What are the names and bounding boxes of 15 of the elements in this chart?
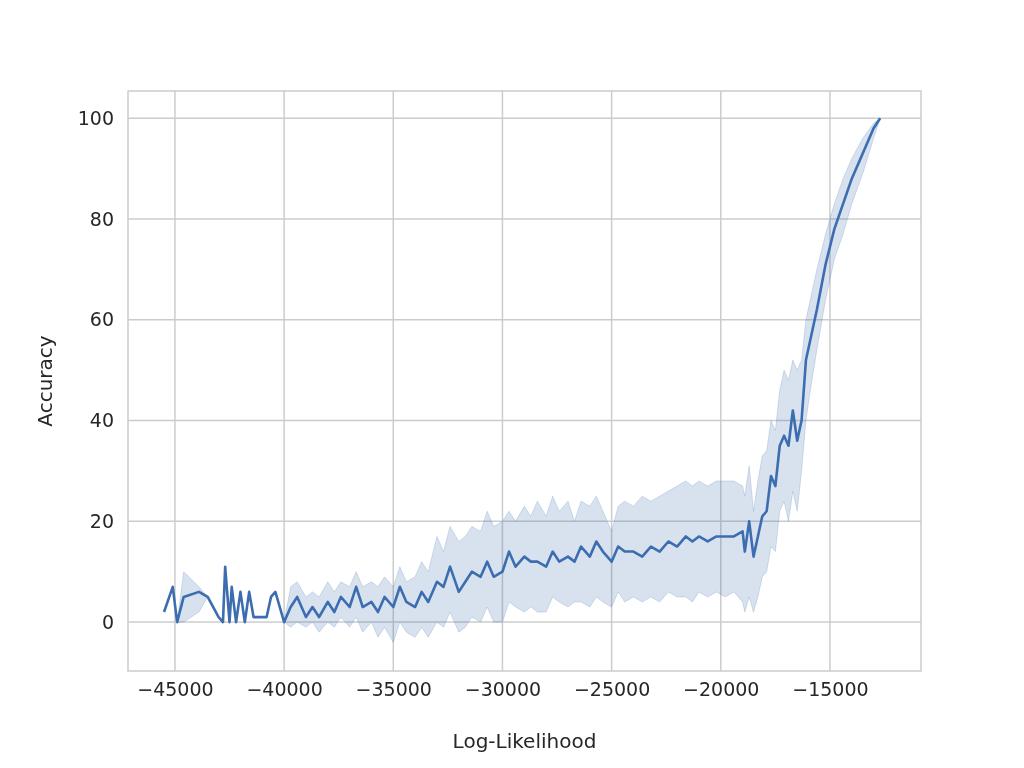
y-tick-label: 60 [89,308,114,331]
y-tick-label: 0 [101,610,114,633]
x-axis-title: Log-Likelihood [452,729,597,753]
x-tick-label: −15000 [792,678,869,701]
y-tick-label: 20 [89,509,114,532]
y-tick-label: 100 [77,106,114,129]
x-tick-label: −35000 [355,678,432,701]
x-tick-label: −40000 [246,678,323,701]
x-tick-label: −20000 [683,678,760,701]
y-axis-title: Accuracy [33,335,57,427]
x-tick-label: −45000 [137,678,214,701]
y-tick-label: 80 [89,207,114,230]
x-tick-label: −25000 [573,678,651,701]
x-tick-label: −30000 [464,678,542,701]
y-tick-label: 40 [89,409,114,432]
